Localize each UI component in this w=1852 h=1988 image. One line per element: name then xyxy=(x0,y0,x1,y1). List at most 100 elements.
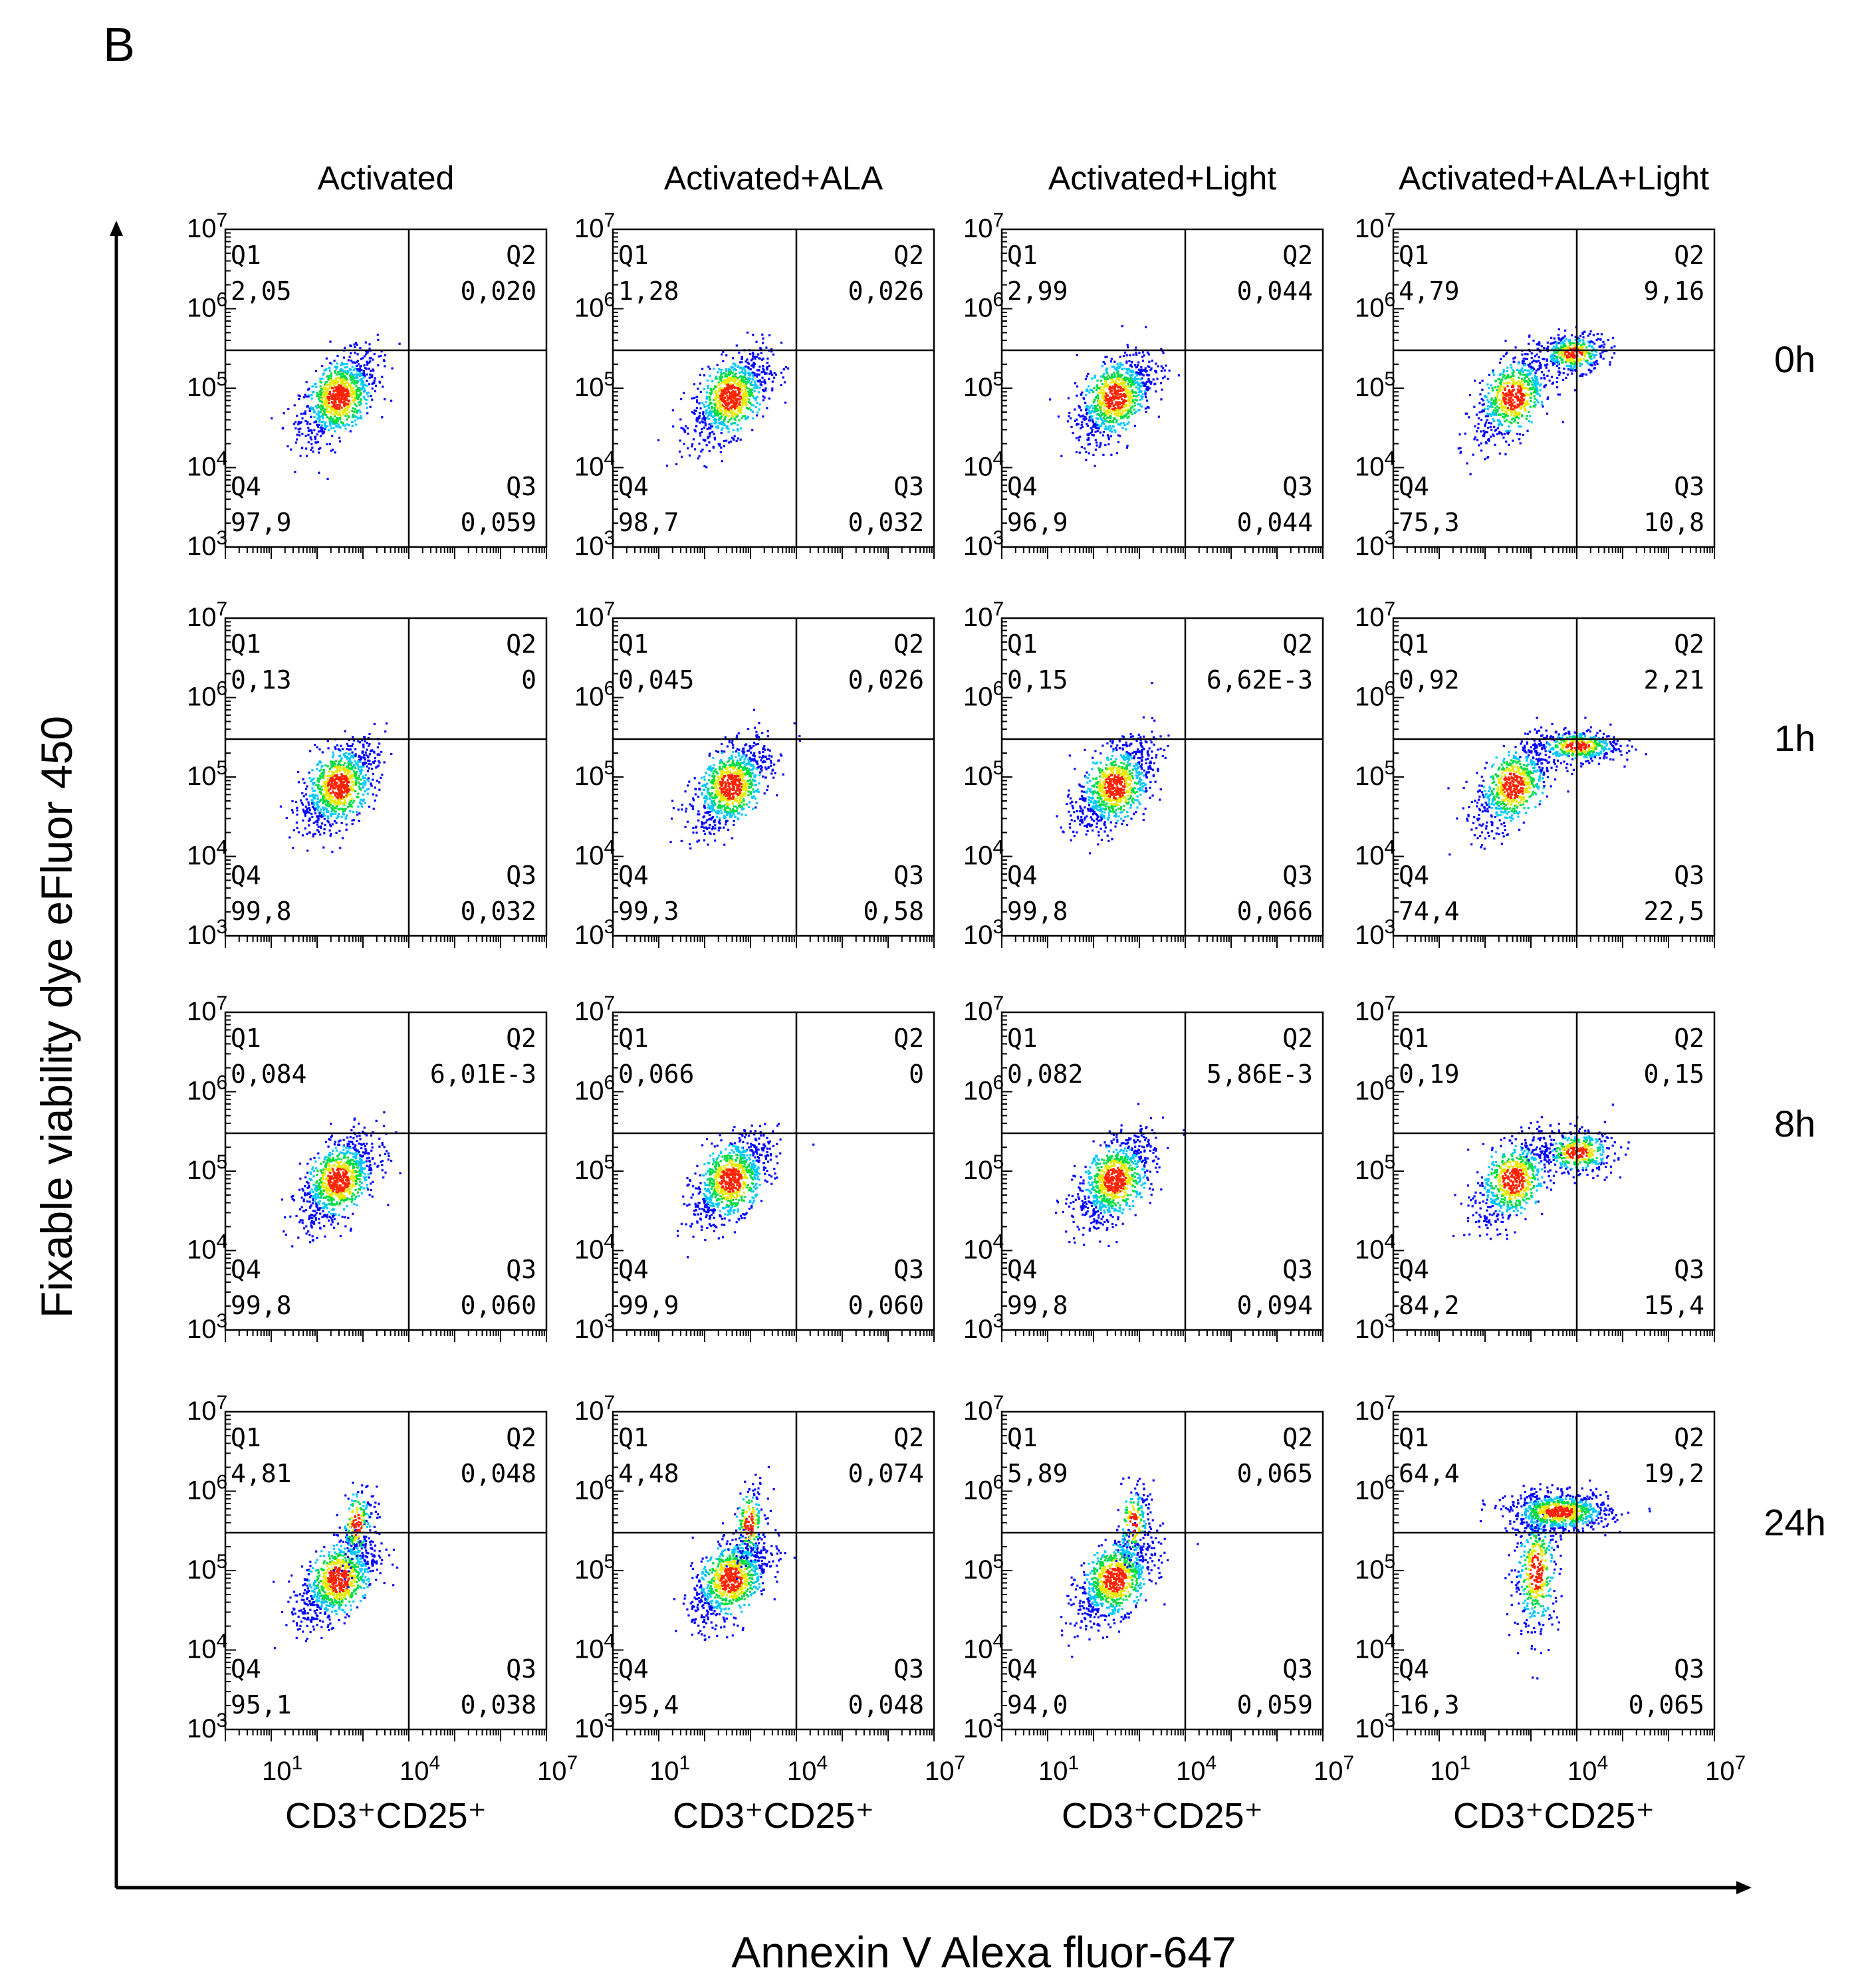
event-dot xyxy=(714,409,716,411)
event-dot xyxy=(705,401,707,403)
event-dot xyxy=(752,374,754,376)
event-dot xyxy=(340,773,342,775)
event-dot xyxy=(735,403,737,405)
event-dot xyxy=(1074,382,1076,384)
event-dot xyxy=(345,427,347,429)
event-dot xyxy=(1145,411,1147,413)
event-dot xyxy=(1111,403,1113,405)
event-dot xyxy=(1501,400,1503,402)
event-dot xyxy=(312,391,314,393)
event-dot xyxy=(364,782,366,784)
event-dot xyxy=(335,804,337,806)
event-dot xyxy=(1115,393,1117,395)
event-dot xyxy=(1156,378,1158,380)
event-dot xyxy=(319,378,321,380)
event-dot xyxy=(356,405,358,407)
event-dot xyxy=(334,366,336,368)
event-dot xyxy=(721,387,723,389)
event-dot xyxy=(1085,417,1087,419)
event-dot xyxy=(1129,409,1131,411)
event-dot xyxy=(721,460,723,462)
event-dot xyxy=(719,397,721,399)
q2-label: Q2 xyxy=(1674,241,1704,270)
event-dot xyxy=(724,389,726,391)
event-dot xyxy=(732,357,734,359)
event-dot xyxy=(322,396,324,398)
event-dot xyxy=(1160,382,1162,384)
event-dot xyxy=(1164,370,1166,372)
event-dot xyxy=(1165,364,1167,366)
event-dot xyxy=(381,376,383,378)
event-dot xyxy=(310,397,312,399)
event-dot xyxy=(1611,356,1613,358)
event-dot xyxy=(1491,397,1493,399)
event-dot xyxy=(1117,363,1119,365)
event-dot xyxy=(318,421,320,423)
event-dot xyxy=(1544,377,1546,379)
event-dot xyxy=(360,417,362,419)
event-dot xyxy=(380,751,382,753)
event-dot xyxy=(337,766,339,768)
event-dot xyxy=(756,376,758,378)
event-dot xyxy=(1133,395,1135,397)
event-dot xyxy=(1111,408,1113,410)
event-dot xyxy=(1528,393,1530,395)
event-dot xyxy=(331,420,333,422)
event-dot xyxy=(1096,380,1098,382)
event-dot xyxy=(1113,376,1115,378)
event-dot xyxy=(1500,402,1502,404)
event-dot xyxy=(358,417,360,419)
event-dot xyxy=(296,434,298,436)
event-dot xyxy=(326,405,328,407)
event-dot xyxy=(1552,360,1554,362)
event-dot xyxy=(1130,380,1132,382)
event-dot xyxy=(747,367,749,369)
event-dot xyxy=(1526,358,1528,360)
event-dot xyxy=(318,472,320,474)
event-dot xyxy=(774,372,776,374)
event-dot xyxy=(764,382,766,384)
event-dot xyxy=(1139,404,1141,406)
event-dot xyxy=(364,757,366,759)
event-dot xyxy=(1113,429,1115,431)
event-dot xyxy=(1500,358,1502,360)
event-dot xyxy=(1478,444,1480,446)
event-dot xyxy=(1488,438,1490,440)
event-dot xyxy=(762,365,764,367)
event-dot xyxy=(1508,425,1510,427)
event-dot xyxy=(1560,342,1562,344)
event-dot xyxy=(384,730,386,732)
event-dot xyxy=(1585,352,1587,354)
event-dot xyxy=(343,356,345,358)
event-dot xyxy=(1601,333,1603,335)
event-dot xyxy=(1097,394,1099,396)
event-dot xyxy=(296,415,298,417)
event-dot xyxy=(1551,376,1553,378)
event-dot xyxy=(1593,362,1595,364)
event-dot xyxy=(715,389,717,391)
event-dot xyxy=(1127,421,1129,423)
event-dot xyxy=(1112,382,1114,384)
event-dot xyxy=(1582,339,1584,341)
event-dot xyxy=(734,382,736,384)
event-dot xyxy=(350,430,352,432)
event-dot xyxy=(1158,415,1160,417)
event-dot xyxy=(314,794,316,796)
q4-value: 75,3 xyxy=(1399,508,1460,537)
event-dot xyxy=(1550,342,1552,344)
event-dot xyxy=(1565,377,1567,379)
event-dot xyxy=(320,786,322,788)
event-dot xyxy=(1113,372,1115,374)
event-dot xyxy=(725,380,727,382)
event-dot xyxy=(1541,345,1543,347)
event-dot xyxy=(1120,422,1122,424)
event-dot xyxy=(1562,358,1563,360)
event-dot xyxy=(1119,407,1121,409)
event-dot xyxy=(380,355,382,357)
event-dot xyxy=(1517,422,1519,424)
event-dot xyxy=(723,440,725,442)
event-dot xyxy=(728,391,730,393)
event-dot xyxy=(330,804,332,806)
event-dot xyxy=(711,407,713,409)
event-dot xyxy=(1603,346,1605,348)
